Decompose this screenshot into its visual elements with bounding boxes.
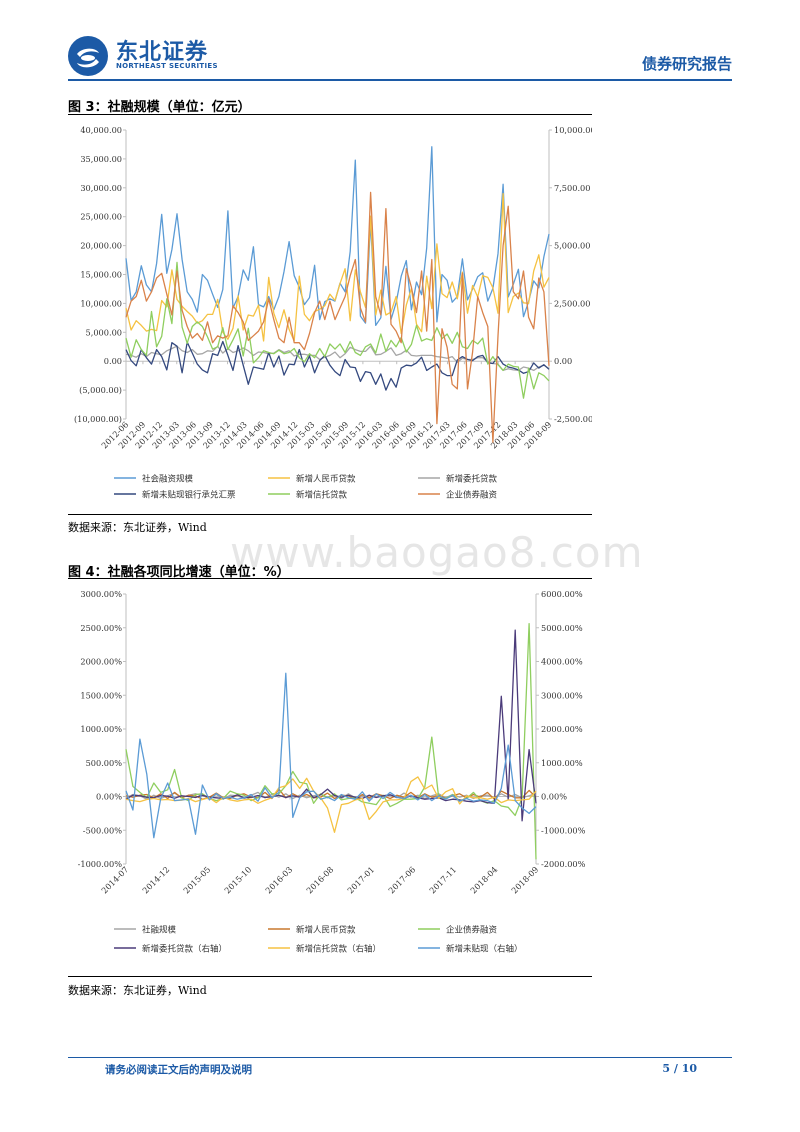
fig4-legend-label: 新增委托贷款（右轴） (142, 944, 227, 955)
fig3-left-tick-label: (5,000.00) (79, 385, 122, 395)
fig3-legend-label: 新增未贴现银行承兑汇票 (142, 490, 236, 501)
figure-3-bottom-rule (68, 514, 592, 515)
fig3-right-tick-label: 2,500.00 (554, 298, 590, 308)
fig4-right-tick-label: 5000.00% (541, 623, 583, 633)
fig3-series-line-0 (125, 146, 550, 327)
fig3-series-line-4 (125, 261, 550, 399)
fig3-legend-label: 新增信托贷款 (296, 490, 348, 501)
fig3-series-line-5 (125, 191, 550, 443)
disclaimer-notice: 请务必阅读正文后的声明及说明 (105, 1064, 252, 1076)
fig4-legend-label: 新增信托贷款（右轴） (296, 944, 381, 955)
fig4-right-tick-label: 1000.00% (541, 758, 583, 768)
fig4-series-line-5 (125, 672, 537, 839)
fig4-right-tick-label: 4000.00% (541, 657, 583, 667)
logo-emblem-icon (68, 36, 108, 76)
fig4-x-tick-label: 2014-07 (99, 864, 130, 895)
fig3-right-tick-label: 7,500.00 (554, 183, 590, 193)
fig4-right-tick-label: 0.00% (541, 792, 567, 802)
fig3-legend-label: 企业债券融资 (446, 490, 498, 501)
fig4-left-tick-label: -1000.00% (78, 859, 123, 869)
company-logo: 东北证券 NORTHEAST SECURITIES (68, 34, 268, 78)
watermark: www.baogao8.com (230, 528, 644, 577)
logo-chinese-name: 东北证券 (116, 40, 209, 65)
fig4-left-tick-label: 2000.00% (80, 657, 122, 667)
fig4-series-line-2 (125, 623, 537, 860)
figure-3-chart: 40,000.00 35,000.00 30,000.00 25,000.00 20,0… (74, 125, 592, 501)
fig4-left-tick-label: 1500.00% (80, 690, 122, 700)
fig4-left-tick-label: 2500.00% (80, 623, 122, 633)
figure-4-bottom-rule (68, 976, 592, 977)
fig4-x-tick-label: 2015-10 (222, 864, 253, 895)
fig3-right-tick-label: 0.00 (554, 356, 572, 366)
fig4-right-tick-label: 2000.00% (541, 724, 583, 734)
page-number: 5 / 10 (662, 1062, 697, 1075)
fig4-x-tick-label: 2014-12 (140, 864, 171, 895)
fig3-legend-label: 新增人民币贷款 (296, 474, 356, 485)
fig4-legend-label: 新增未贴现（右轴） (446, 944, 523, 955)
fig4-left-tick-label: 500.00% (86, 758, 123, 768)
fig3-left-tick-label: 30,000.00 (80, 183, 122, 193)
fig4-x-tick-label: 2018-04 (468, 864, 499, 895)
fig4-right-tick-label: 6000.00% (541, 589, 583, 599)
fig3-series-line-3 (125, 340, 550, 391)
fig4-left-tick-label: 1000.00% (80, 724, 122, 734)
fig4-right-tick-label: -1000.00% (541, 825, 586, 835)
figure-4-source: 数据来源：东北证券，Wind (68, 984, 207, 997)
header-divider (68, 79, 732, 81)
fig4-x-tick-label: 2017-01 (345, 864, 376, 895)
fig4-x-tick-label: 2018-09 (509, 864, 540, 895)
fig4-x-tick-label: 2017-11 (427, 864, 458, 895)
figure-4-chart: 3000.00% 2500.00% 2000.00% 1500.00% 1000.00%… (78, 589, 586, 955)
fig4-legend-label: 新增人民币贷款 (296, 925, 356, 936)
fig3-left-tick-label: 40,000.00 (80, 125, 122, 135)
fig4-series-line-4 (125, 776, 537, 833)
figure-3-title: 图 3：社融规模（单位：亿元） (68, 100, 251, 115)
fig3-left-tick-label: 20,000.00 (80, 241, 122, 251)
figure-4-top-rule (68, 578, 592, 579)
fig3-series-line-2 (125, 345, 550, 372)
fig4-legend-label: 社融规模 (142, 925, 177, 936)
footer-divider (68, 1057, 732, 1058)
fig3-right-tick-label: -2,500.00 (554, 414, 592, 424)
fig3-left-tick-label: 5,000.00 (86, 327, 122, 337)
figure-4-title: 图 4：社融各项同比增速（单位：%） (68, 565, 290, 580)
fig4-right-tick-label: 3000.00% (541, 690, 583, 700)
fig3-left-tick-label: (10,000.00) (74, 414, 122, 424)
report-type-label: 债券研究报告 (641, 55, 732, 73)
logo-english-name: NORTHEAST SECURITIES (116, 62, 218, 70)
fig4-x-tick-label: 2017-06 (386, 864, 417, 895)
fig3-legend-label: 社会融资规模 (142, 474, 194, 485)
fig3-left-tick-label: 15,000.00 (80, 270, 122, 280)
fig4-left-tick-label: 0.00% (96, 792, 122, 802)
fig4-x-tick-label: 2016-03 (263, 864, 294, 895)
fig4-left-tick-label: 3000.00% (80, 589, 122, 599)
fig3-right-tick-label: 10,000.00 (554, 125, 592, 135)
fig4-series-line-3 (125, 629, 537, 822)
figure-3-source: 数据来源：东北证券，Wind (68, 521, 207, 534)
fig3-left-tick-label: 25,000.00 (80, 212, 122, 222)
fig4-x-tick-label: 2016-08 (304, 864, 335, 895)
fig3-right-tick-label: 5,000.00 (554, 241, 590, 251)
figure-3-top-rule (68, 114, 592, 115)
fig3-legend-label: 新增委托贷款 (446, 474, 498, 485)
fig4-left-tick-label: -500.00% (83, 825, 122, 835)
fig3-left-tick-label: 0.00 (104, 356, 122, 366)
fig4-x-tick-label: 2015-05 (181, 864, 212, 895)
fig3-left-tick-label: 35,000.00 (80, 154, 122, 164)
fig4-legend-label: 企业债券融资 (446, 925, 498, 936)
fig4-right-tick-label: -2000.00% (541, 859, 586, 869)
fig3-left-tick-label: 10,000.00 (80, 298, 122, 308)
